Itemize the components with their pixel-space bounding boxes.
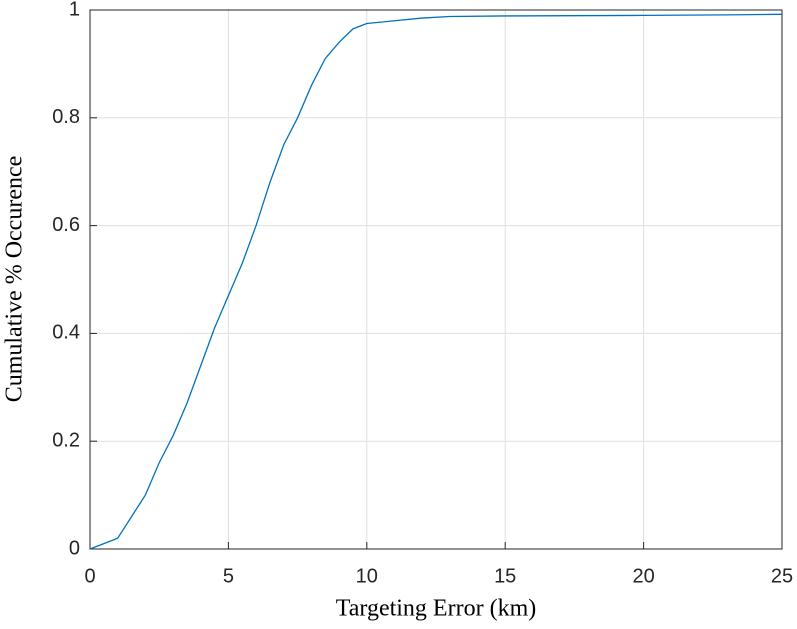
- x-tick-label: 0: [84, 565, 95, 587]
- x-tick-label: 5: [223, 565, 234, 587]
- y-tick-label: 0.2: [52, 429, 80, 451]
- y-tick-label: 0.4: [52, 322, 80, 344]
- x-tick-label: 25: [771, 565, 793, 587]
- y-tick-label: 1: [69, 0, 80, 20]
- y-tick-label: 0: [69, 537, 80, 559]
- y-axis-title: Cumulative % Occurence: [2, 156, 28, 403]
- x-tick-label: 20: [632, 565, 654, 587]
- y-tick-label: 0.6: [52, 214, 80, 236]
- plot-frame: [89, 9, 783, 550]
- x-tick-label: 15: [494, 565, 516, 587]
- x-tick-label: 10: [356, 565, 378, 587]
- data-line: [89, 13, 783, 550]
- y-tick-label: 0.8: [52, 106, 80, 128]
- x-axis-title: Targeting Error (km): [336, 596, 536, 622]
